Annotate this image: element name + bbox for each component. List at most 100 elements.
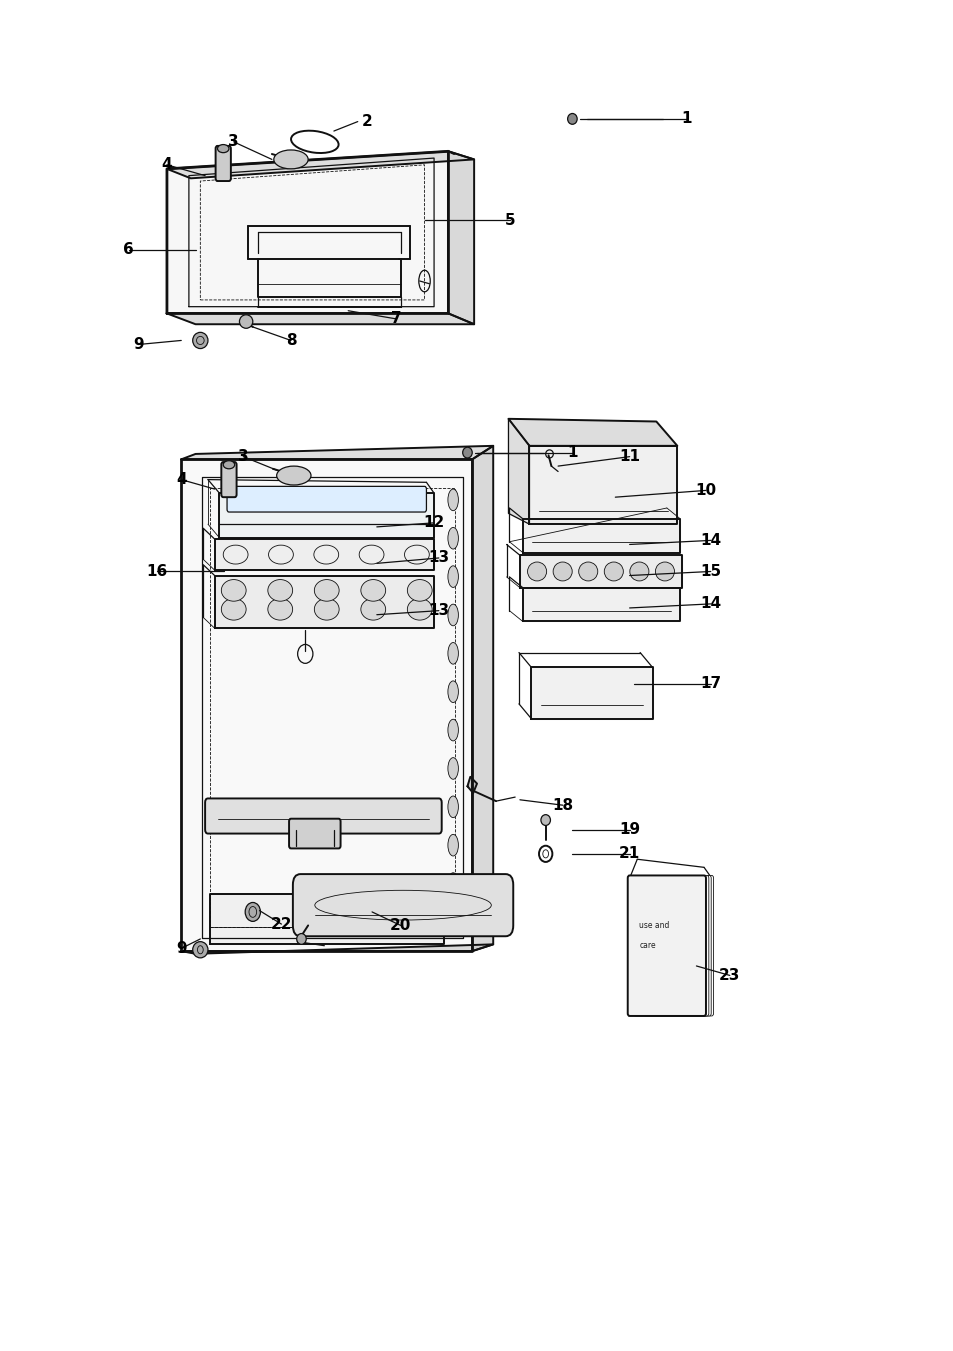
Text: 18: 18 bbox=[552, 797, 573, 813]
Text: 14: 14 bbox=[700, 596, 720, 612]
Text: 9: 9 bbox=[175, 940, 187, 957]
Ellipse shape bbox=[223, 461, 234, 469]
Ellipse shape bbox=[578, 562, 598, 581]
FancyBboxPatch shape bbox=[221, 462, 236, 497]
Ellipse shape bbox=[193, 942, 208, 958]
Text: 6: 6 bbox=[123, 242, 134, 258]
Text: 13: 13 bbox=[428, 550, 449, 566]
Polygon shape bbox=[522, 519, 679, 553]
Ellipse shape bbox=[360, 598, 385, 620]
Text: 5: 5 bbox=[504, 212, 516, 228]
Ellipse shape bbox=[655, 562, 674, 581]
Polygon shape bbox=[167, 151, 448, 313]
Polygon shape bbox=[472, 446, 493, 951]
Text: 17: 17 bbox=[700, 676, 720, 692]
Ellipse shape bbox=[360, 580, 385, 601]
Ellipse shape bbox=[239, 315, 253, 328]
Text: 20: 20 bbox=[390, 917, 411, 934]
FancyBboxPatch shape bbox=[633, 875, 708, 1016]
Ellipse shape bbox=[268, 598, 293, 620]
Ellipse shape bbox=[245, 902, 260, 921]
Text: 2: 2 bbox=[361, 113, 373, 130]
Ellipse shape bbox=[567, 113, 577, 124]
Ellipse shape bbox=[447, 835, 457, 857]
Ellipse shape bbox=[407, 580, 432, 601]
Polygon shape bbox=[467, 777, 476, 793]
Polygon shape bbox=[508, 419, 529, 524]
Text: 19: 19 bbox=[618, 821, 639, 838]
Ellipse shape bbox=[447, 604, 457, 626]
Ellipse shape bbox=[462, 447, 472, 458]
Polygon shape bbox=[529, 446, 677, 524]
Text: 23: 23 bbox=[719, 967, 740, 984]
Ellipse shape bbox=[407, 598, 432, 620]
Text: 3: 3 bbox=[237, 449, 249, 465]
Text: 1: 1 bbox=[566, 444, 578, 461]
Text: 15: 15 bbox=[700, 563, 720, 580]
Text: 9: 9 bbox=[132, 336, 144, 353]
Ellipse shape bbox=[447, 719, 457, 740]
Polygon shape bbox=[519, 555, 681, 588]
Text: care: care bbox=[639, 942, 655, 950]
Text: 14: 14 bbox=[700, 532, 720, 549]
Polygon shape bbox=[181, 459, 472, 951]
Ellipse shape bbox=[629, 562, 648, 581]
Polygon shape bbox=[181, 944, 493, 954]
Text: 12: 12 bbox=[423, 515, 444, 531]
Text: 8: 8 bbox=[285, 332, 296, 349]
Ellipse shape bbox=[314, 598, 339, 620]
Ellipse shape bbox=[603, 562, 622, 581]
FancyBboxPatch shape bbox=[638, 875, 711, 1016]
Ellipse shape bbox=[447, 796, 457, 817]
Polygon shape bbox=[167, 313, 474, 324]
Text: 4: 4 bbox=[175, 471, 187, 488]
Text: 10: 10 bbox=[695, 482, 716, 499]
Ellipse shape bbox=[540, 815, 550, 825]
FancyBboxPatch shape bbox=[227, 486, 426, 512]
Ellipse shape bbox=[193, 332, 208, 349]
FancyBboxPatch shape bbox=[293, 874, 513, 936]
Text: 16: 16 bbox=[147, 563, 168, 580]
Ellipse shape bbox=[274, 150, 308, 169]
Polygon shape bbox=[508, 419, 677, 446]
Polygon shape bbox=[181, 446, 493, 459]
Ellipse shape bbox=[217, 145, 229, 153]
Text: use and: use and bbox=[639, 921, 669, 929]
Text: 1: 1 bbox=[680, 111, 692, 127]
FancyBboxPatch shape bbox=[642, 875, 713, 1016]
Ellipse shape bbox=[447, 566, 457, 588]
Ellipse shape bbox=[221, 598, 246, 620]
Ellipse shape bbox=[314, 580, 339, 601]
Text: 11: 11 bbox=[618, 449, 639, 465]
Text: 13: 13 bbox=[428, 603, 449, 619]
Polygon shape bbox=[210, 894, 443, 944]
Polygon shape bbox=[214, 539, 434, 570]
Polygon shape bbox=[219, 493, 434, 538]
Text: 21: 21 bbox=[618, 846, 639, 862]
Polygon shape bbox=[522, 588, 679, 621]
Ellipse shape bbox=[447, 489, 457, 511]
Text: 22: 22 bbox=[271, 916, 292, 932]
Ellipse shape bbox=[296, 934, 306, 944]
Polygon shape bbox=[214, 576, 434, 628]
Ellipse shape bbox=[553, 562, 572, 581]
Text: 3: 3 bbox=[228, 134, 239, 150]
Text: 4: 4 bbox=[161, 157, 172, 173]
Ellipse shape bbox=[447, 758, 457, 780]
FancyBboxPatch shape bbox=[627, 875, 705, 1016]
Ellipse shape bbox=[221, 580, 246, 601]
Ellipse shape bbox=[447, 527, 457, 549]
Ellipse shape bbox=[447, 873, 457, 894]
Ellipse shape bbox=[276, 466, 311, 485]
FancyBboxPatch shape bbox=[627, 875, 705, 1016]
FancyBboxPatch shape bbox=[205, 798, 441, 834]
Polygon shape bbox=[531, 667, 652, 719]
Polygon shape bbox=[448, 151, 474, 324]
Ellipse shape bbox=[268, 580, 293, 601]
FancyBboxPatch shape bbox=[215, 146, 231, 181]
Ellipse shape bbox=[527, 562, 546, 581]
Ellipse shape bbox=[447, 643, 457, 665]
Ellipse shape bbox=[447, 681, 457, 703]
FancyBboxPatch shape bbox=[289, 819, 340, 848]
Text: 7: 7 bbox=[390, 311, 401, 327]
